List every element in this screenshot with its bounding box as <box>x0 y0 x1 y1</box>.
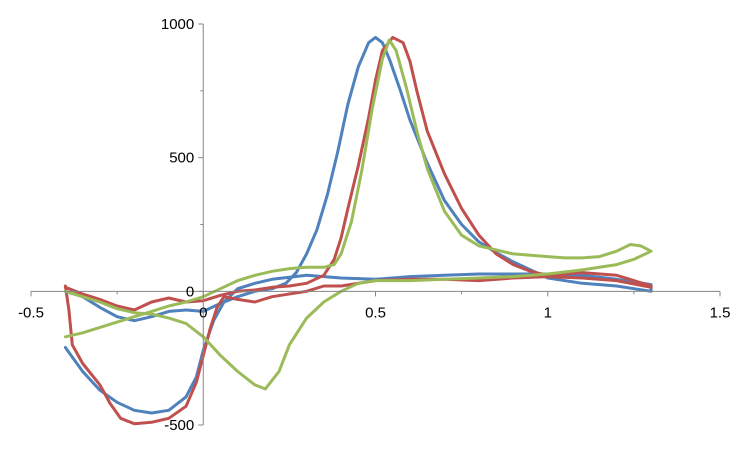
x-tick-label: 0.5 <box>365 304 386 321</box>
series-line-3 <box>63 38 653 391</box>
y-tick-label: 500 <box>169 150 194 167</box>
x-tick-label: 0 <box>199 304 207 321</box>
series-line-2 <box>63 35 653 426</box>
y-tick-label: 1000 <box>161 16 194 33</box>
y-tick-label: 0 <box>186 283 194 300</box>
axes: -0.5 0 0.5 1 1.5 -500 0 500 1000 <box>18 16 730 434</box>
series-line-1 <box>63 35 653 415</box>
y-tick-label: -500 <box>164 417 194 434</box>
x-tick-label: 1 <box>544 304 552 321</box>
x-tick-label: 1.5 <box>710 304 731 321</box>
plot-area <box>63 35 653 426</box>
x-tick-label: -0.5 <box>18 304 44 321</box>
